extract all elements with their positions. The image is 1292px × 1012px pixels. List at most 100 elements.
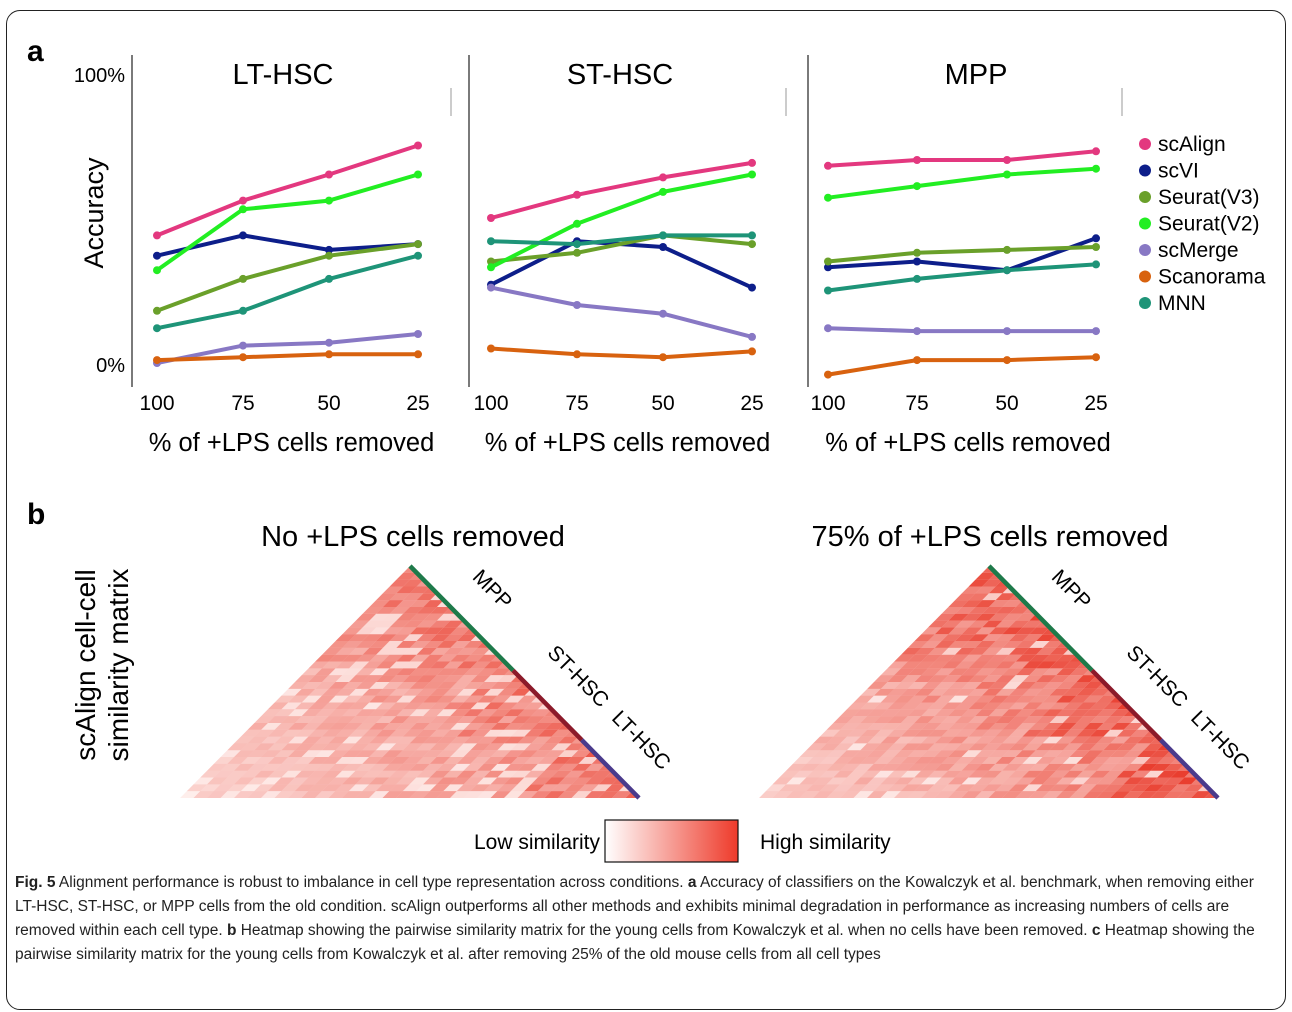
heatmap-cell bbox=[463, 736, 484, 744]
heatmap-cell bbox=[396, 695, 417, 703]
heatmap-cell bbox=[1015, 722, 1036, 730]
data-point-Seurat(V3) bbox=[325, 251, 333, 260]
heatmap-cell bbox=[369, 736, 390, 744]
heatmap-cell bbox=[457, 647, 478, 655]
heatmap-cell bbox=[813, 777, 834, 785]
heatmap-cell bbox=[867, 722, 888, 730]
heatmap-cell bbox=[995, 675, 1016, 682]
heatmap-cell bbox=[335, 757, 356, 764]
heatmap-cell bbox=[1056, 777, 1077, 785]
heatmap-cell bbox=[450, 763, 471, 771]
heatmap-cell bbox=[429, 716, 451, 723]
heatmap-cell bbox=[934, 627, 956, 635]
heatmap-cell bbox=[975, 682, 996, 689]
legend-swatch-Seurat(V2) bbox=[1139, 217, 1151, 230]
heatmap-cell bbox=[1096, 750, 1117, 758]
heatmap-cell bbox=[288, 709, 309, 717]
heatmap-cell bbox=[274, 722, 295, 730]
heatmap-cell bbox=[1177, 791, 1198, 798]
heatmap-cell bbox=[423, 641, 444, 648]
heatmap-cell bbox=[436, 763, 457, 771]
heatmap-cell bbox=[376, 620, 397, 628]
heatmap-cell bbox=[887, 729, 908, 737]
data-point-scMerge bbox=[659, 309, 667, 318]
heatmap-cell bbox=[961, 763, 982, 771]
heatmap-cell bbox=[531, 709, 552, 717]
heatmap-cell bbox=[907, 654, 929, 662]
heatmap-cell bbox=[315, 709, 336, 717]
heatmap-cell bbox=[234, 750, 255, 758]
heatmap-cell bbox=[578, 784, 599, 792]
heatmap-cell bbox=[308, 661, 329, 669]
heatmap-cell bbox=[396, 763, 417, 771]
heatmap-cell bbox=[281, 702, 302, 710]
heatmap-cell bbox=[396, 572, 417, 580]
heatmap-cell bbox=[1164, 763, 1185, 771]
heatmap-cell bbox=[1022, 661, 1043, 669]
heatmap-cell bbox=[907, 695, 928, 703]
heatmap-cell bbox=[1036, 647, 1057, 655]
heatmap-cell bbox=[1143, 743, 1165, 751]
data-point-scMerge bbox=[1092, 327, 1100, 336]
heatmap-cell bbox=[409, 736, 430, 744]
heatmap-cell bbox=[369, 750, 390, 758]
heatmap-cell bbox=[342, 763, 363, 771]
heatmap-cell bbox=[853, 709, 874, 717]
heatmap-cell bbox=[321, 757, 343, 764]
heatmap-cell bbox=[510, 688, 532, 696]
heatmap-cell bbox=[1191, 791, 1212, 798]
heatmap-cell bbox=[1008, 688, 1030, 696]
heatmap-cell bbox=[470, 716, 491, 723]
heatmap-cell bbox=[961, 777, 982, 785]
heatmap-cell bbox=[1089, 757, 1111, 764]
heatmap-cell bbox=[1002, 736, 1023, 744]
heatmap-cell bbox=[1083, 682, 1104, 689]
heatmap-cell bbox=[1083, 736, 1104, 744]
heatmap-cell bbox=[605, 784, 626, 792]
data-point-Seurat(V3) bbox=[239, 274, 247, 283]
heatmap-cell bbox=[1042, 695, 1063, 703]
heatmap-cell bbox=[779, 770, 800, 778]
heatmap-cell bbox=[193, 791, 214, 798]
heatmap-cell bbox=[416, 784, 437, 792]
heatmap-cell bbox=[968, 784, 989, 792]
heatmap-cell bbox=[342, 695, 363, 703]
heatmap-cell bbox=[860, 784, 881, 792]
heatmap-cell bbox=[436, 777, 457, 785]
heatmap-cell bbox=[887, 716, 908, 723]
heatmap-cell bbox=[483, 784, 505, 792]
heatmap-cell bbox=[799, 791, 820, 798]
heatmap-cell bbox=[941, 606, 962, 614]
heatmap-cell bbox=[558, 736, 579, 744]
heatmap-cell bbox=[551, 784, 572, 792]
data-point-Scanorama bbox=[487, 344, 495, 353]
heatmap-cell bbox=[806, 784, 827, 792]
heatmap-cell bbox=[1137, 791, 1158, 798]
heatmap-cell bbox=[765, 784, 787, 792]
heatmap-cell bbox=[396, 600, 417, 607]
heatmap-cell bbox=[430, 647, 451, 655]
block-bar-ST-HSC bbox=[511, 668, 584, 742]
heatmap-cell bbox=[342, 627, 363, 635]
heatmap-cell bbox=[369, 791, 390, 798]
heatmap-cell bbox=[894, 791, 915, 798]
heatmap-cell bbox=[335, 661, 356, 669]
x-axis-label: % of +LPS cells removed bbox=[149, 429, 435, 457]
heatmap-cell bbox=[254, 716, 275, 723]
heatmap-cell bbox=[443, 770, 464, 778]
heatmap-cell bbox=[900, 757, 922, 764]
heatmap-cell bbox=[1008, 743, 1030, 751]
heatmap-cell bbox=[1184, 784, 1205, 792]
heatmap-cell bbox=[934, 654, 956, 662]
legend-label-scMerge: scMerge bbox=[1158, 239, 1239, 262]
heatmap-cell bbox=[806, 757, 827, 764]
heatmap-cell bbox=[355, 791, 376, 798]
heatmap-cell bbox=[995, 784, 1016, 792]
heatmap-cell bbox=[975, 722, 996, 730]
data-point-Seurat(V2) bbox=[239, 205, 247, 214]
heatmap-cell bbox=[598, 777, 619, 785]
heatmap-cell bbox=[1015, 791, 1036, 798]
heatmap-cell bbox=[1076, 716, 1097, 723]
heatmap-cell bbox=[941, 729, 962, 737]
heatmap-cell bbox=[409, 682, 430, 689]
